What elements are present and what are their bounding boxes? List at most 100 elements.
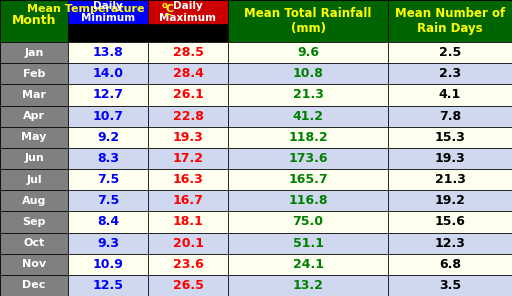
Text: 51.1: 51.1 [292,237,324,250]
Bar [148,42,228,63]
Bar [388,84,512,105]
Text: 19.3: 19.3 [435,152,465,165]
Bar [228,105,388,127]
Text: Feb: Feb [23,69,45,79]
Bar [68,254,148,275]
Text: 173.6: 173.6 [288,152,328,165]
Text: Nov: Nov [22,259,46,269]
Bar [228,169,388,190]
Bar [0,211,68,232]
Bar [388,148,512,169]
Bar [148,148,228,169]
Bar [68,84,148,105]
Text: 19.3: 19.3 [173,131,203,144]
Text: 12.5: 12.5 [93,279,123,292]
Bar [0,105,68,127]
Bar [0,254,68,275]
Bar [0,127,68,148]
Text: 116.8: 116.8 [288,194,328,207]
Text: 8.3: 8.3 [97,152,119,165]
Bar [0,190,68,211]
Bar [68,127,148,148]
Bar [228,0,388,42]
Text: 19.2: 19.2 [435,194,465,207]
Text: 165.7: 165.7 [288,173,328,186]
Text: 9.3: 9.3 [97,237,119,250]
Bar [228,190,388,211]
Bar [148,84,228,105]
Text: 7.5: 7.5 [97,194,119,207]
Text: 26.1: 26.1 [173,89,203,102]
Text: 7.8: 7.8 [439,110,461,123]
Text: 6.8: 6.8 [439,258,461,271]
Text: 21.3: 21.3 [435,173,465,186]
Bar [228,42,388,63]
Text: 22.8: 22.8 [173,110,203,123]
Bar [388,63,512,84]
Bar [148,232,228,254]
Bar [148,105,228,127]
Text: Sep: Sep [23,217,46,227]
Bar [388,254,512,275]
Bar [388,190,512,211]
Text: Daily
Minimum: Daily Minimum [81,1,135,23]
Bar [228,127,388,148]
Text: 23.6: 23.6 [173,258,203,271]
Bar [228,148,388,169]
Text: 4.1: 4.1 [439,89,461,102]
Bar [0,275,68,296]
Bar [388,169,512,190]
Text: 21.3: 21.3 [292,89,324,102]
Text: 12.3: 12.3 [435,237,465,250]
Bar [148,275,228,296]
Bar [388,232,512,254]
Text: 7.5: 7.5 [97,173,119,186]
Bar [68,275,148,296]
Text: 24.1: 24.1 [292,258,324,271]
Bar [388,105,512,127]
Text: C: C [166,4,174,14]
Text: Jun: Jun [24,153,44,163]
Text: 75.0: 75.0 [292,215,324,229]
Text: Jan: Jan [24,48,44,58]
Text: 14.0: 14.0 [93,67,123,80]
Bar [68,105,148,127]
Bar [0,42,68,63]
Bar [0,169,68,190]
Bar [148,169,228,190]
Bar [0,84,68,105]
Bar [68,169,148,190]
Text: 118.2: 118.2 [288,131,328,144]
Text: Aug: Aug [22,196,46,206]
Text: May: May [22,132,47,142]
Text: 8.4: 8.4 [97,215,119,229]
Text: 18.1: 18.1 [173,215,203,229]
Bar [148,254,228,275]
Bar [148,127,228,148]
Text: 16.7: 16.7 [173,194,203,207]
Text: Mean Number of
Rain Days: Mean Number of Rain Days [395,7,505,35]
Bar [68,63,148,84]
Text: 2.3: 2.3 [439,67,461,80]
Text: 41.2: 41.2 [292,110,324,123]
Text: 15.6: 15.6 [435,215,465,229]
Text: 10.7: 10.7 [93,110,123,123]
Bar [148,0,228,24]
Text: 17.2: 17.2 [173,152,203,165]
Bar [388,211,512,232]
Text: 10.9: 10.9 [93,258,123,271]
Text: Oct: Oct [24,238,45,248]
Text: 15.3: 15.3 [435,131,465,144]
Text: Month: Month [12,15,56,28]
Text: Mean Total Rainfall
(mm): Mean Total Rainfall (mm) [244,7,372,35]
Text: Dec: Dec [23,280,46,290]
Text: Mean Temperature: Mean Temperature [27,4,148,14]
Text: 13.8: 13.8 [93,46,123,59]
Bar [68,148,148,169]
Bar [148,211,228,232]
Text: 9.2: 9.2 [97,131,119,144]
Text: 13.2: 13.2 [292,279,324,292]
Bar [68,0,148,24]
Bar [68,232,148,254]
Bar [68,0,228,18]
